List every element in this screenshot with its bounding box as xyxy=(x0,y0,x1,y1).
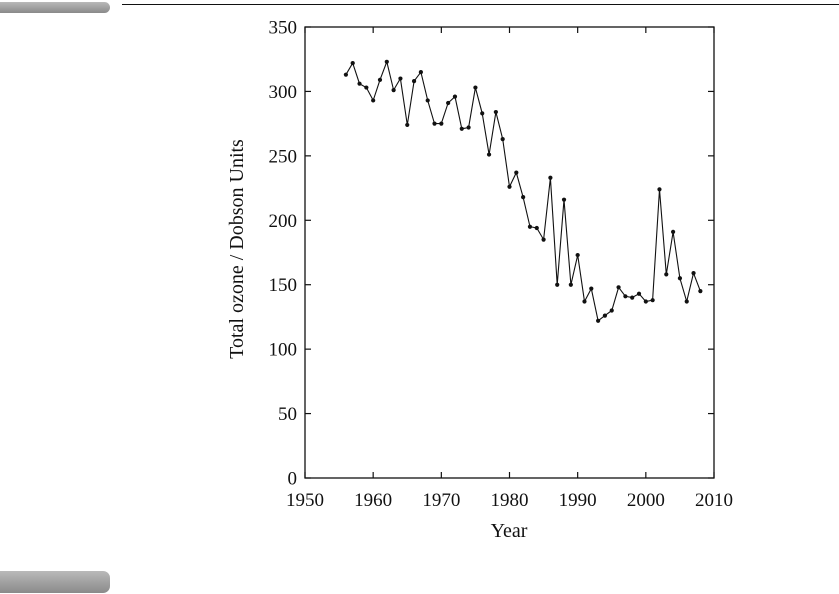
data-point xyxy=(384,59,389,64)
data-point xyxy=(418,70,423,75)
data-point xyxy=(527,224,533,229)
data-point xyxy=(555,282,560,287)
data-point xyxy=(568,282,573,287)
data-point xyxy=(636,291,642,296)
x-tick-label: 2010 xyxy=(695,490,733,511)
data-point xyxy=(582,299,587,304)
y-tick-label: 100 xyxy=(269,340,298,361)
data-point xyxy=(432,121,437,126)
x-tick-label: 1980 xyxy=(491,490,529,511)
data-point xyxy=(398,76,403,81)
data-point xyxy=(616,285,621,290)
data-point xyxy=(364,85,369,90)
data-point xyxy=(371,98,376,103)
data-point xyxy=(507,184,512,189)
data-point xyxy=(677,276,683,281)
series-line xyxy=(345,59,701,322)
data-point xyxy=(446,100,451,106)
page-tab-marker-top xyxy=(0,2,110,13)
y-tick-label: 0 xyxy=(288,469,298,490)
data-point xyxy=(650,298,655,303)
data-point xyxy=(534,225,539,231)
data-point xyxy=(602,313,608,318)
data-point xyxy=(377,77,383,82)
y-tick-label: 200 xyxy=(269,211,298,232)
x-axis-label: Year xyxy=(491,520,528,542)
data-point xyxy=(596,318,601,323)
x-tick-label: 1990 xyxy=(559,490,597,511)
data-point xyxy=(411,79,417,84)
data-point xyxy=(473,85,478,90)
data-point xyxy=(671,229,676,234)
data-point xyxy=(630,295,635,300)
data-point xyxy=(561,197,567,202)
data-point xyxy=(452,94,458,99)
y-tick-label: 250 xyxy=(269,146,298,167)
y-tick-label: 300 xyxy=(269,82,298,103)
data-point xyxy=(343,72,348,77)
data-point xyxy=(350,60,355,66)
data-point xyxy=(486,152,492,157)
data-point xyxy=(643,299,648,304)
data-point xyxy=(684,299,689,304)
data-point xyxy=(698,289,703,294)
x-tick-label: 2000 xyxy=(627,490,665,511)
axes-group: 1950 1960 1970 1980 1990 2000 2010 0 50 100 150 200… xyxy=(269,18,734,512)
header-rule xyxy=(122,4,839,5)
data-point xyxy=(657,187,662,192)
data-point xyxy=(493,109,498,115)
data-point xyxy=(575,252,580,258)
data-point xyxy=(548,175,553,180)
x-tick-label: 1950 xyxy=(286,490,324,511)
data-point xyxy=(405,122,410,128)
page-tab-marker-bottom xyxy=(0,571,110,593)
data-point xyxy=(425,98,430,103)
y-tick-label: 350 xyxy=(269,18,298,39)
x-tick-label: 1970 xyxy=(422,490,460,511)
data-point xyxy=(589,286,594,291)
series-group xyxy=(343,59,703,323)
data-point xyxy=(514,170,519,175)
y-tick-label: 50 xyxy=(278,404,297,425)
data-point xyxy=(480,111,485,116)
data-point xyxy=(439,121,444,126)
x-tick-label: 1960 xyxy=(354,490,392,511)
data-point xyxy=(521,194,526,200)
data-point xyxy=(541,237,546,242)
data-point xyxy=(357,81,362,86)
data-point xyxy=(466,125,471,130)
data-point xyxy=(664,272,669,277)
plot-frame xyxy=(304,26,715,479)
y-tick-label: 150 xyxy=(269,275,298,296)
data-point xyxy=(391,88,396,93)
y-axis-label: Total ozone / Dobson Units xyxy=(226,139,248,359)
data-point xyxy=(691,271,696,276)
data-point xyxy=(623,294,628,299)
data-point xyxy=(500,137,505,142)
data-point xyxy=(609,308,614,313)
data-point xyxy=(459,126,464,131)
